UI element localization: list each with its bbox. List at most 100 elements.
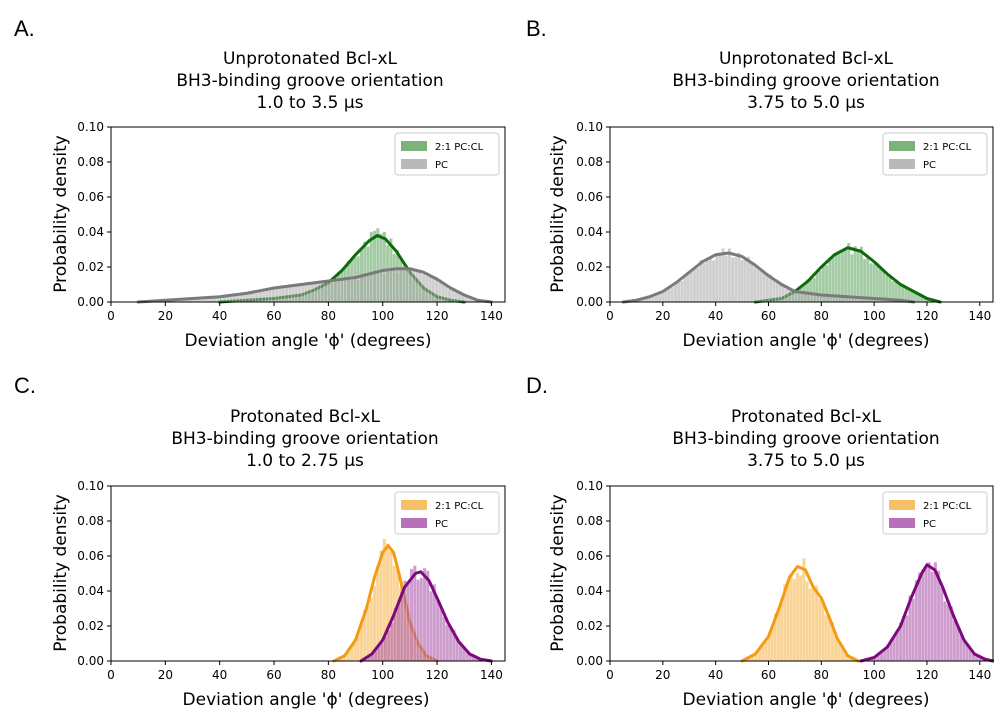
histogram-bar: [905, 615, 909, 662]
histogram-bar: [390, 622, 394, 662]
histogram-bar: [398, 266, 403, 303]
histogram-bar: [805, 581, 809, 662]
histogram-bar: [705, 260, 709, 303]
histogram-bar: [385, 268, 390, 303]
histogram-bar: [379, 270, 383, 303]
histogram-bar: [235, 295, 240, 303]
histogram-bar: [917, 572, 922, 662]
histogram-bar: [419, 577, 424, 662]
histogram-bar: [405, 268, 409, 303]
histogram-bar: [772, 278, 776, 303]
histogram-bar: [664, 290, 668, 303]
y-tick-label: 0.06: [77, 549, 104, 563]
histogram-bar: [695, 267, 700, 303]
y-tick-label: 0.04: [576, 584, 603, 598]
histogram-bar: [952, 620, 957, 662]
histogram-bar: [692, 268, 697, 303]
series-1: [136, 266, 493, 304]
panel-letter: B.: [526, 16, 547, 41]
histogram-bar: [803, 293, 808, 303]
histogram-bar: [399, 591, 404, 662]
histogram-bar: [284, 286, 289, 303]
histogram-bar: [714, 254, 719, 303]
x-tick-label: 100: [371, 668, 394, 682]
histogram-bar: [943, 601, 947, 662]
kde-line: [621, 251, 916, 304]
histogram-bar: [795, 572, 800, 662]
histogram-bar: [667, 287, 671, 303]
histogram-bar: [386, 630, 391, 662]
histogram-bar: [447, 288, 452, 303]
histogram-bar: [340, 280, 344, 303]
legend-label: PC: [435, 519, 448, 530]
y-tick-label: 0.08: [576, 155, 603, 169]
histogram-bar: [369, 273, 374, 303]
plot-area: 0 20 40 60 80 100 120 140 0.00 0.02 0.04 0.06 0.08 0.…: [576, 479, 994, 682]
y-tick-label: 0.10: [77, 120, 104, 134]
panel-title-line-3: 3.75 to 5.0 μs: [747, 93, 865, 113]
histogram-bar: [661, 292, 665, 303]
histogram-bar: [866, 255, 870, 303]
histogram-bar: [413, 565, 417, 662]
histogram-bar: [733, 257, 738, 303]
histogram-bar: [314, 281, 318, 303]
histogram-bar: [258, 290, 263, 303]
legend-swatch: [889, 518, 915, 528]
axes-frame: [110, 485, 506, 662]
histogram-bar: [940, 586, 944, 662]
legend: 2:1 PC:CL PC: [882, 491, 988, 535]
histogram-bar: [288, 285, 292, 303]
legend-swatch: [401, 518, 427, 528]
histogram-bar: [406, 583, 411, 662]
histogram-bar: [408, 269, 413, 303]
histogram-bar: [294, 285, 299, 303]
x-tick-label: 140: [968, 309, 991, 323]
legend-swatch: [889, 159, 915, 169]
x-axis-label: Deviation angle 'ϕ' (degrees): [683, 690, 930, 710]
histogram-bar: [366, 272, 370, 303]
x-tick-label: 40: [212, 309, 227, 323]
histogram-bar: [702, 262, 706, 303]
legend-swatch: [401, 500, 427, 510]
histogram-bar: [930, 571, 934, 662]
y-tick-label: 0.02: [576, 619, 603, 633]
y-tick-label: 0.10: [77, 479, 104, 493]
legend-swatch: [401, 141, 427, 151]
y-tick-label: 0.10: [576, 120, 603, 134]
histogram-bar: [429, 590, 433, 662]
histogram-bar: [778, 284, 782, 303]
kde-line: [740, 565, 860, 663]
histogram-bar: [428, 276, 432, 303]
x-tick-label: 20: [158, 309, 173, 323]
histogram-bar: [382, 273, 387, 303]
y-tick-label: 0.00: [576, 295, 603, 309]
histogram-bar: [396, 601, 401, 662]
histogram-bar: [847, 242, 851, 303]
legend: 2:1 PC:CL PC: [882, 132, 988, 176]
panel-title-line-1: Unprotonated Bcl-xL: [223, 49, 398, 69]
kde-line: [359, 570, 493, 663]
kde-line: [859, 563, 994, 663]
histogram-bar: [737, 252, 741, 303]
x-tick-label: 0: [606, 668, 614, 682]
kde-line: [136, 267, 493, 304]
series-1: [859, 561, 994, 663]
histogram-bar: [242, 293, 246, 303]
histogram-bar: [291, 285, 295, 303]
x-tick-label: 120: [916, 668, 939, 682]
series-1: [359, 565, 493, 663]
y-axis-label: Probability density: [548, 135, 568, 293]
y-tick-label: 0.02: [77, 260, 104, 274]
histogram-bar: [921, 568, 925, 662]
y-tick-label: 0.02: [77, 619, 104, 633]
histogram-bar: [798, 575, 803, 662]
histogram-bar: [261, 290, 266, 303]
y-tick-label: 0.06: [77, 190, 104, 204]
panel-b: B. Unprotonated Bcl-xL BH3-binding groov…: [526, 16, 994, 351]
x-tick-label: 140: [968, 668, 991, 682]
y-tick-label: 0.00: [576, 654, 603, 668]
histogram-bar: [346, 279, 351, 303]
x-axis-label: Deviation angle 'ϕ' (degrees): [183, 690, 430, 710]
panel-c: C. Protonated Bcl-xL BH3-binding groove …: [14, 373, 506, 710]
